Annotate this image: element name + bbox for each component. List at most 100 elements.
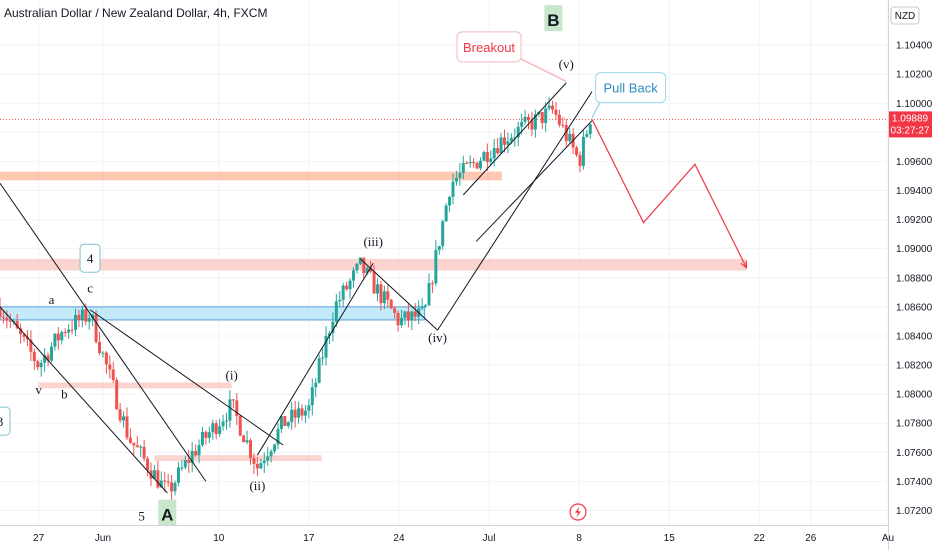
candle-body — [561, 124, 565, 126]
candle-body — [448, 196, 452, 206]
date-tick-label: 15 — [664, 533, 676, 544]
candle-body — [369, 267, 373, 272]
candle-body — [520, 121, 524, 127]
candle-body — [214, 423, 218, 435]
candle-body — [286, 422, 290, 427]
candle-body — [87, 318, 91, 322]
candle-body — [32, 351, 36, 362]
price-tick-label: 1.09600 — [896, 157, 932, 168]
candle-body — [499, 137, 503, 154]
lightning-icon[interactable] — [569, 503, 587, 521]
candle-body — [451, 181, 455, 197]
candle-body — [146, 458, 150, 471]
candle-body — [255, 463, 259, 469]
candle-body — [170, 482, 174, 492]
candle-body — [434, 249, 438, 284]
candle-body — [530, 120, 534, 130]
date-tick-label: 26 — [805, 533, 817, 544]
price-tick-label: 1.08800 — [896, 273, 932, 284]
candle-body — [389, 299, 393, 309]
candle-body — [283, 416, 287, 427]
price-tick-label: 1.07600 — [896, 448, 932, 459]
candle-body — [441, 221, 445, 247]
candle-body — [475, 162, 479, 169]
wave-label: (ii) — [249, 478, 265, 493]
candle-body — [242, 435, 246, 443]
candle-body — [56, 333, 60, 341]
candle-body — [533, 114, 537, 130]
candle-body — [355, 263, 359, 271]
price-tick-label: 1.08200 — [896, 361, 932, 372]
date-axis[interactable]: 27 Jun 10 17 24 Jul 8 15 22 26 Au — [33, 533, 894, 544]
candle-body — [454, 177, 458, 182]
candle-body — [183, 459, 187, 468]
candle-body — [0, 306, 2, 318]
wave-label-count: 3 — [0, 414, 3, 429]
price-tick-label: 1.08600 — [896, 302, 932, 313]
candle-body — [523, 116, 527, 122]
price-tick-label: 1.08000 — [896, 390, 932, 401]
zone-supply — [0, 171, 502, 181]
projection-path — [591, 118, 748, 269]
candle-body — [101, 352, 105, 354]
candle-body — [430, 283, 434, 285]
candle-body — [444, 205, 448, 222]
candle-body — [269, 451, 273, 457]
currency-badge[interactable] — [890, 6, 920, 25]
candle-body — [557, 114, 561, 125]
price-tick-label: 1.09000 — [896, 244, 932, 255]
candle-body — [262, 460, 266, 464]
candle-body — [379, 284, 383, 304]
candle-body — [53, 333, 57, 347]
candle-body — [513, 137, 517, 139]
last-price-tag: 1.09889 03:27:27 — [889, 111, 932, 138]
candle-body — [310, 387, 314, 406]
candle-body — [410, 311, 414, 321]
callout-pointer — [520, 58, 567, 83]
candle-body — [492, 148, 496, 159]
candle-body — [122, 416, 126, 421]
candle-body — [478, 160, 482, 169]
trendline — [256, 262, 374, 456]
candle-body — [461, 162, 465, 173]
price-tick-label: 1.07800 — [896, 419, 932, 430]
candle-body — [197, 445, 201, 456]
candle-body — [314, 382, 318, 388]
candle-body — [211, 423, 215, 433]
date-tick-label: Jun — [95, 533, 111, 544]
candle-body — [74, 314, 78, 330]
candle-body — [245, 440, 249, 443]
candle-body — [94, 314, 98, 342]
date-tick-label: Jul — [483, 533, 496, 544]
candle-body — [5, 317, 9, 321]
candle-body — [482, 152, 486, 161]
trendline — [360, 258, 438, 331]
candle-body — [527, 116, 531, 121]
candle-body — [403, 311, 407, 319]
candle-body — [63, 332, 67, 334]
price-tick-label: 1.09400 — [896, 186, 932, 197]
candle-body — [331, 321, 335, 334]
callout-label-breakout: Breakout — [463, 40, 515, 55]
candle-body — [49, 346, 53, 361]
candle-body — [376, 284, 380, 294]
candle-body — [19, 328, 23, 335]
date-tick-label: Au — [882, 533, 894, 544]
candle-body — [190, 450, 194, 463]
price-tick-label: 1.07400 — [896, 477, 932, 488]
projection-line — [591, 118, 747, 268]
candle-body — [200, 431, 204, 446]
candle-body — [509, 137, 513, 142]
candle-body — [290, 409, 294, 423]
candle-body — [67, 329, 71, 333]
candle-body — [424, 305, 428, 307]
candle-body — [80, 309, 84, 321]
candle-body — [348, 280, 352, 290]
candle-body — [588, 124, 592, 134]
wave-label-box — [0, 406, 11, 436]
candle-body — [386, 291, 390, 300]
candle-body — [152, 470, 156, 479]
candle-body — [166, 481, 170, 483]
candle-body — [465, 162, 469, 164]
